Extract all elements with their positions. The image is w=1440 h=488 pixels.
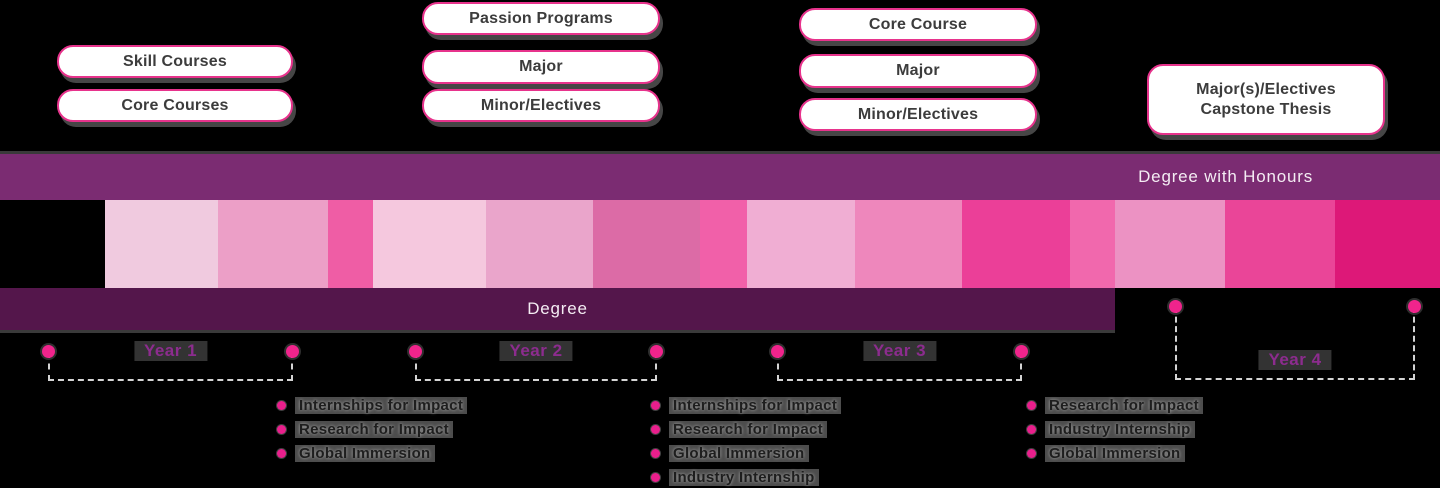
timeline-dot-icon	[286, 345, 299, 358]
bullet-icon	[277, 400, 286, 410]
pill-minor-electives-y3: Minor/Electives	[799, 98, 1037, 131]
pill-label-line1: Major(s)/Electives	[1196, 80, 1336, 98]
activities-list-year2: Internships for Impact Research for Impa…	[651, 396, 842, 488]
list-item-label: Industry Internship	[1045, 420, 1195, 438]
list-item: Global Immersion	[277, 444, 467, 462]
bullet-icon	[651, 472, 660, 482]
list-item-label: Research for Impact	[669, 420, 827, 438]
timeline-dot-icon	[771, 345, 784, 358]
list-item: Industry Internship	[1027, 420, 1203, 438]
strip-block	[1115, 200, 1225, 288]
bullet-icon	[1027, 448, 1036, 458]
strip-block	[700, 200, 747, 288]
year3-bracket: Year 3	[771, 341, 1028, 381]
degree-with-honours-label: Degree with Honours	[1138, 167, 1313, 186]
pill-label: Minor/Electives	[480, 96, 602, 114]
strip-block	[747, 200, 855, 288]
degree-with-honours-banner: Degree with Honours	[0, 154, 1440, 200]
bullet-icon	[651, 400, 660, 410]
pill-core-course: Core Course	[799, 8, 1037, 41]
pill-passion-programs: Passion Programs	[422, 2, 660, 35]
strip-block	[1070, 200, 1115, 288]
year3-label: Year 3	[862, 341, 937, 361]
year1-bracket: Year 1	[42, 341, 299, 381]
list-item-label: Research for Impact	[295, 420, 453, 438]
strip-block	[1335, 200, 1440, 288]
list-item-label: Global Immersion	[669, 444, 809, 462]
bullet-icon	[277, 424, 286, 434]
list-item-label: Internships for Impact	[295, 396, 468, 414]
year1-label: Year 1	[133, 341, 208, 361]
degree-banner: Degree	[0, 288, 1115, 330]
list-item-label: Industry Internship	[669, 468, 819, 486]
pill-label: Passion Programs	[469, 9, 613, 27]
pill-core-courses: Core Courses	[57, 89, 293, 122]
list-item-label: Research for Impact	[1045, 396, 1203, 414]
year2-label: Year 2	[499, 341, 573, 361]
strip-block	[328, 200, 373, 288]
pill-label: Major	[896, 62, 940, 79]
list-item: Global Immersion	[1027, 444, 1203, 462]
strip-block	[105, 200, 218, 288]
timeline-dot-icon	[42, 345, 55, 358]
bullet-icon	[1027, 424, 1036, 434]
strip-block	[373, 200, 486, 288]
timeline-dot-icon	[1015, 345, 1028, 358]
bullet-icon	[277, 448, 286, 458]
strip-block	[855, 200, 962, 288]
pill-label: Core Course	[868, 15, 968, 33]
list-item: Research for Impact	[1027, 396, 1203, 414]
list-item: Research for Impact	[651, 420, 841, 438]
pill-label: Skill Courses	[123, 52, 227, 70]
list-item: Research for Impact	[277, 420, 467, 438]
year4-label: Year 4	[1258, 350, 1332, 370]
strip-block	[1225, 200, 1335, 288]
pill-major-y3: Major	[799, 54, 1037, 88]
pill-minor-electives-y2: Minor/Electives	[422, 89, 660, 122]
list-item-label: Internships for Impact	[669, 396, 842, 414]
bullet-icon	[1027, 400, 1036, 410]
strip-block	[962, 200, 1070, 288]
pill-majors-electives-capstone: Major(s)/Electives Capstone Thesis	[1147, 64, 1385, 135]
list-item: Industry Internship	[651, 468, 841, 486]
list-item: Internships for Impact	[277, 396, 468, 414]
list-item: Internships for Impact	[651, 396, 842, 414]
activities-list-year1: Internships for Impact Research for Impa…	[277, 396, 468, 469]
pill-skill-courses: Skill Courses	[57, 45, 293, 78]
pill-label-line2: Capstone Thesis	[1200, 100, 1332, 118]
pill-major-y2: Major	[422, 50, 660, 84]
list-item: Global Immersion	[651, 444, 841, 462]
year2-bracket: Year 2	[409, 341, 663, 381]
pill-label: Major	[519, 58, 563, 75]
degree-label: Degree	[527, 299, 588, 318]
timeline-dot-icon	[1408, 300, 1421, 313]
year4-bracket: Year 4	[1169, 300, 1421, 380]
timeline-dot-icon	[650, 345, 663, 358]
strip-block	[593, 200, 700, 288]
list-item-label: Global Immersion	[295, 444, 435, 462]
timeline-dot-icon	[1169, 300, 1182, 313]
activities-list-year3: Research for Impact Industry Internship …	[1027, 396, 1203, 469]
pill-label: Core Courses	[121, 96, 229, 114]
timeline-dot-icon	[409, 345, 422, 358]
bullet-icon	[651, 448, 660, 458]
bullet-icon	[651, 424, 660, 434]
list-item-label: Global Immersion	[1045, 444, 1185, 462]
strip-block	[486, 200, 593, 288]
strip-block	[218, 200, 328, 288]
gradient-strip	[0, 200, 1440, 288]
pill-label: Minor/Electives	[857, 105, 979, 123]
